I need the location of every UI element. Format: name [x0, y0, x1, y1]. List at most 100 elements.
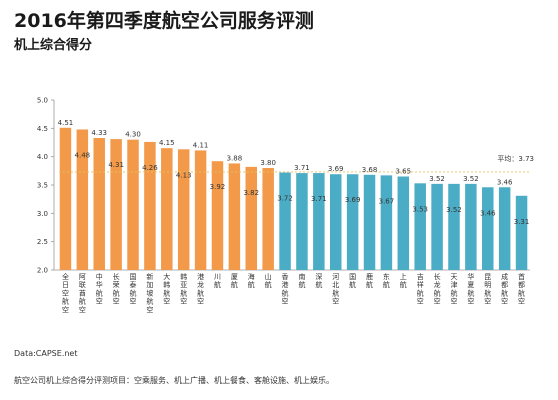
category-label: 全日空航空: [62, 272, 69, 314]
bar: [296, 173, 308, 270]
value-label: 3.46: [497, 178, 513, 186]
value-label: 3.72: [277, 195, 293, 203]
category-label: 大韩航空: [163, 272, 170, 306]
value-label: 3.69: [328, 165, 344, 173]
category-label: 川航: [214, 273, 221, 289]
category-label: 深航: [315, 272, 322, 289]
category-label: 昆明航空: [484, 273, 491, 306]
category-label: 成都航空: [501, 272, 508, 306]
value-label: 3.53: [412, 205, 428, 213]
value-label: 4.11: [193, 141, 209, 149]
y-tick-label: 3.5: [37, 182, 48, 190]
bar: [177, 149, 190, 270]
bar: [110, 139, 122, 270]
value-label: 4.31: [108, 161, 124, 169]
y-tick-label: 4.5: [37, 125, 48, 133]
bar: [127, 139, 139, 270]
category-label: 华夏航空: [467, 272, 474, 306]
value-label: 3.82: [243, 189, 259, 197]
value-label: 3.80: [260, 159, 276, 167]
bar: [93, 137, 105, 270]
value-label: 3.52: [463, 175, 479, 183]
footnote: 航空公司机上综合得分评测项目：空乘服务、机上广播、机上餐食、客舱设施、机上娱乐。: [14, 376, 334, 385]
category-label: 天津航空: [450, 273, 457, 306]
value-label: 4.30: [125, 131, 141, 139]
category-label: 山航: [265, 272, 272, 289]
category-labels: 全日空航空 阿联酋航空 中华航空 长荣航空 国泰航空 新加坡航空 大韩航空 韩亚航空 港龙航空 川…: [62, 272, 525, 314]
category-label: 厦航: [231, 273, 238, 289]
bar: [194, 150, 207, 270]
category-label: 国航: [349, 273, 356, 289]
average-label: 平均：3.73: [497, 154, 534, 163]
bar: [498, 187, 511, 270]
y-tick-label: 4.0: [37, 153, 48, 161]
bar: [59, 127, 72, 271]
bar: [431, 183, 443, 270]
value-label: 3.71: [311, 195, 327, 203]
data-source: Data:CAPSE.net: [14, 349, 78, 358]
bar: [397, 176, 410, 270]
chart-subtitle: 机上综合得分: [14, 38, 93, 53]
bar: [279, 172, 291, 270]
bar: [482, 187, 494, 270]
bar: [329, 174, 342, 270]
average-line-group: 平均：3.73: [59, 154, 534, 173]
value-label: 3.46: [480, 209, 496, 217]
bar: [262, 168, 274, 270]
bar: [363, 174, 376, 270]
bar: [211, 161, 224, 270]
value-label: 3.88: [227, 154, 243, 162]
value-label: 3.92: [210, 183, 226, 191]
category-label: 鹿航: [366, 272, 373, 289]
category-label: 东航: [383, 272, 390, 289]
y-tick-label: 2.5: [37, 238, 48, 246]
category-label: 韩亚航空: [180, 272, 187, 306]
y-tick-label: 2.0: [37, 267, 48, 275]
value-label: 4.13: [176, 171, 192, 179]
bar: [245, 166, 258, 270]
value-label: 4.33: [91, 129, 107, 137]
value-label: 3.68: [362, 166, 378, 174]
value-label: 4.51: [58, 119, 74, 127]
value-label: 4.15: [159, 139, 175, 147]
y-tick-label: 5.0: [37, 97, 48, 105]
bar: [346, 174, 359, 270]
value-label: 3.52: [429, 175, 445, 183]
category-label: 上航: [400, 272, 407, 289]
value-label: 3.31: [514, 218, 530, 226]
bar: [515, 195, 528, 270]
category-label: 首都航空: [518, 272, 525, 306]
category-label: 海航: [248, 272, 255, 289]
bars: [59, 127, 528, 271]
value-label: 3.52: [446, 206, 462, 214]
category-label: 长荣航空: [113, 272, 120, 306]
value-label: 4.26: [142, 164, 158, 172]
value-labels: 4.51 4.48 4.33 4.31 4.30 4.26 4.15 4.13 4.11 3.92…: [58, 119, 530, 226]
value-label: 4.48: [75, 151, 91, 159]
bar: [465, 183, 477, 270]
value-label: 3.71: [294, 164, 310, 172]
category-label: 长龙航空: [434, 272, 441, 306]
value-label: 3.69: [345, 196, 361, 204]
value-label: 3.67: [379, 197, 395, 205]
bar: [161, 148, 173, 270]
category-label: 香港航空: [282, 272, 289, 306]
category-label: 南航: [298, 272, 305, 289]
value-label: 3.65: [396, 168, 412, 176]
bar: [414, 183, 426, 270]
chart-title: 2016年第四季度航空公司服务评测: [14, 10, 314, 32]
bar: [144, 141, 156, 270]
category-label: 国泰航空: [130, 273, 137, 306]
category-label: 新加坡航空: [146, 272, 153, 314]
bar: [76, 129, 89, 270]
y-tick-label: 3.0: [37, 210, 48, 218]
bar: [313, 173, 325, 270]
category-label: 阿联酋航空: [79, 272, 86, 314]
category-label: 港龙航空: [197, 272, 204, 306]
bar: [448, 183, 460, 270]
bar: [228, 163, 241, 270]
category-label: 吉祥航空: [417, 273, 424, 306]
category-label: 河北航空: [332, 273, 339, 306]
category-label: 中华航空: [96, 272, 103, 306]
